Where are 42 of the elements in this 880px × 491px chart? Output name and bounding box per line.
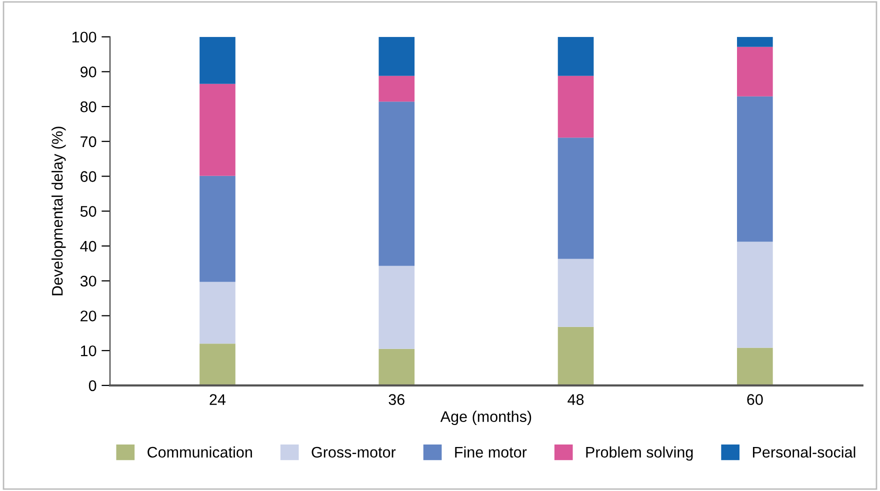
bar bbox=[378, 36, 415, 76]
x-axis-title: Age (months) bbox=[440, 410, 532, 426]
bar bbox=[558, 138, 594, 259]
bar bbox=[200, 344, 236, 386]
bar bbox=[378, 348, 415, 386]
bar bbox=[737, 348, 773, 386]
legend-label: Fine motor bbox=[455, 446, 527, 458]
bar bbox=[378, 102, 415, 266]
y-axis-title: Developmental delay (%) bbox=[52, 126, 66, 296]
bar bbox=[558, 76, 594, 138]
x-tick-label: 60 bbox=[747, 394, 763, 405]
bar bbox=[200, 36, 236, 84]
legend-label: Problem solving bbox=[586, 446, 693, 461]
y-tick-label: 80 bbox=[80, 101, 96, 112]
bar bbox=[378, 266, 415, 349]
legend-label: Gross-motor bbox=[312, 446, 396, 458]
bar bbox=[737, 242, 773, 348]
x-tick-label: 24 bbox=[210, 394, 226, 405]
y-tick-label: 60 bbox=[80, 171, 96, 182]
y-tick-label: 10 bbox=[80, 345, 96, 356]
bar bbox=[200, 282, 236, 344]
x-tick-label: 48 bbox=[568, 394, 584, 405]
bar bbox=[378, 76, 415, 102]
y-tick-label: 90 bbox=[80, 66, 96, 78]
y-tick-label: 100 bbox=[72, 32, 96, 43]
y-tick-label: 0 bbox=[88, 380, 96, 392]
legend-label: Communication bbox=[148, 446, 252, 458]
y-tick-label: 30 bbox=[80, 276, 96, 287]
y-tick-label: 50 bbox=[80, 206, 96, 217]
bar bbox=[737, 46, 773, 96]
x-tick-label: 36 bbox=[388, 394, 404, 405]
bar bbox=[737, 96, 773, 242]
bar bbox=[558, 36, 594, 76]
bar bbox=[737, 36, 773, 47]
bar bbox=[558, 326, 594, 386]
bar bbox=[200, 176, 236, 282]
y-tick-label: 20 bbox=[80, 310, 96, 322]
y-tick-label: 40 bbox=[80, 240, 96, 252]
legend-label: Personal-social bbox=[752, 446, 856, 458]
bar bbox=[558, 258, 594, 327]
bar bbox=[200, 84, 236, 176]
y-tick-label: 70 bbox=[80, 136, 96, 148]
